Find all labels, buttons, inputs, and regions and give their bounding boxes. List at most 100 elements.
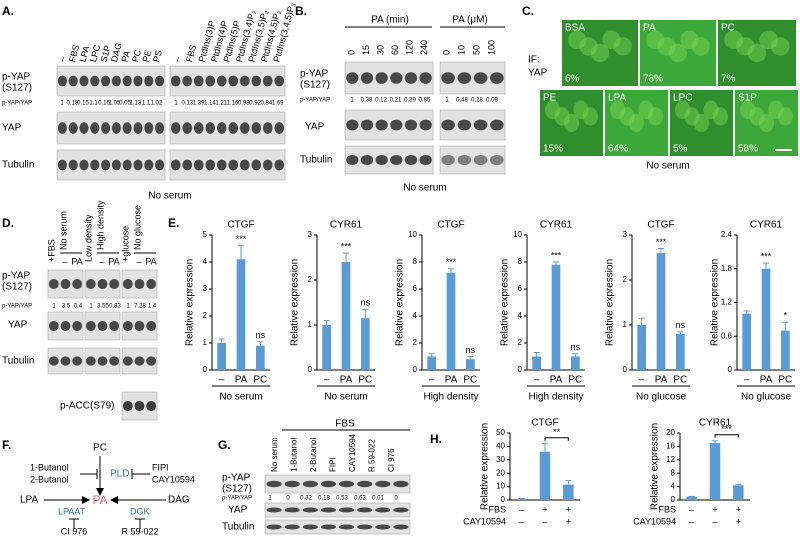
label: 0.21 <box>390 98 402 104</box>
label: 1 <box>89 304 93 310</box>
label: – <box>542 516 547 526</box>
y-tick-label: 6 <box>413 284 418 293</box>
label: 1.21 <box>215 101 227 107</box>
band <box>170 159 181 171</box>
band <box>122 278 133 290</box>
label: 2-Butanol <box>30 474 69 484</box>
label: DAG <box>109 42 124 63</box>
cell <box>749 107 765 126</box>
band <box>360 119 374 131</box>
blot <box>344 61 434 95</box>
label: D. <box>2 216 14 230</box>
y-tick-label: 16 <box>666 442 675 451</box>
band <box>109 320 120 332</box>
band <box>85 278 96 290</box>
y-tick-label: 10 <box>513 230 522 239</box>
y-axis-label: Relative expression <box>480 423 491 510</box>
label: p-ACC(S79) <box>60 401 114 412</box>
label: 0 <box>394 496 398 502</box>
band <box>205 159 216 171</box>
label: p-YAP/YAP <box>2 101 32 107</box>
bar <box>780 330 790 370</box>
blot <box>264 519 411 535</box>
label: 1.16 <box>227 101 239 107</box>
error-bar <box>553 261 559 265</box>
label: + <box>736 504 741 514</box>
band <box>155 122 165 134</box>
y-tick-label: 3 <box>203 284 208 293</box>
band <box>146 400 157 412</box>
label: 15% <box>543 144 563 155</box>
chart-title: CYR61 <box>330 220 363 231</box>
band <box>360 154 374 166</box>
y-tick-label: 8 <box>518 257 523 266</box>
significance: *** <box>551 250 562 260</box>
cell <box>657 37 676 56</box>
band <box>109 356 120 366</box>
band <box>111 159 121 171</box>
band <box>346 72 359 84</box>
band <box>134 320 145 332</box>
label: CAY10594 <box>633 516 676 526</box>
band <box>262 159 273 171</box>
error-bar <box>238 245 244 260</box>
label: – <box>136 256 141 266</box>
bar <box>637 325 647 370</box>
label: No serum <box>270 437 279 472</box>
label: A. <box>2 4 14 18</box>
band <box>122 400 133 412</box>
chart-title: CYR61 <box>699 418 732 429</box>
band <box>441 119 455 131</box>
y-tick-label: 4 <box>518 311 523 320</box>
bar <box>360 318 370 370</box>
band <box>419 72 432 84</box>
cell <box>759 30 779 50</box>
label: YAP <box>228 505 248 516</box>
label: CI 976 <box>387 448 396 472</box>
cell <box>613 37 632 56</box>
significance: *** <box>721 424 732 434</box>
band <box>302 507 318 513</box>
significance: ns <box>256 330 266 340</box>
band <box>441 72 455 84</box>
band <box>490 154 504 166</box>
label: PE <box>141 49 154 63</box>
significance: ns <box>466 345 476 355</box>
x-tick-label: – <box>534 375 540 386</box>
band <box>146 356 157 366</box>
x-tick-label: – <box>744 375 750 386</box>
label: +FBS <box>46 239 56 262</box>
label: Tubulin <box>2 160 34 171</box>
label: + <box>566 516 571 526</box>
y-axis-label: Relative expression <box>290 259 301 346</box>
error-bar <box>572 353 579 357</box>
band <box>375 524 391 530</box>
label: 0.18 <box>67 101 79 107</box>
cell <box>579 37 598 56</box>
label: FIPI <box>152 462 169 472</box>
label: 6% <box>565 74 580 85</box>
band <box>473 72 488 84</box>
band <box>133 122 143 134</box>
x-tick-label: PC <box>463 375 477 386</box>
band <box>193 122 204 134</box>
label: H. <box>430 432 442 446</box>
y-tick-label: 2 <box>413 338 418 347</box>
label: +glucose <box>120 226 130 262</box>
y-axis-label: Relative expression <box>650 423 661 510</box>
y-tick-label: 5 <box>203 230 208 239</box>
micrograph <box>718 20 796 86</box>
label: Tubulin <box>2 356 34 367</box>
significance: ns <box>676 320 686 330</box>
band <box>216 122 227 134</box>
label: p-YAP/YAP <box>222 496 252 502</box>
label: 1-Butanol <box>290 438 299 472</box>
label: PA <box>71 256 82 266</box>
label: PS <box>151 49 164 63</box>
error-bar <box>467 356 474 360</box>
y-tick-label: 8 <box>413 257 418 266</box>
x-tick-label: PC <box>253 375 267 386</box>
label: FBS <box>67 44 81 64</box>
band <box>490 119 504 131</box>
bar <box>446 272 456 370</box>
